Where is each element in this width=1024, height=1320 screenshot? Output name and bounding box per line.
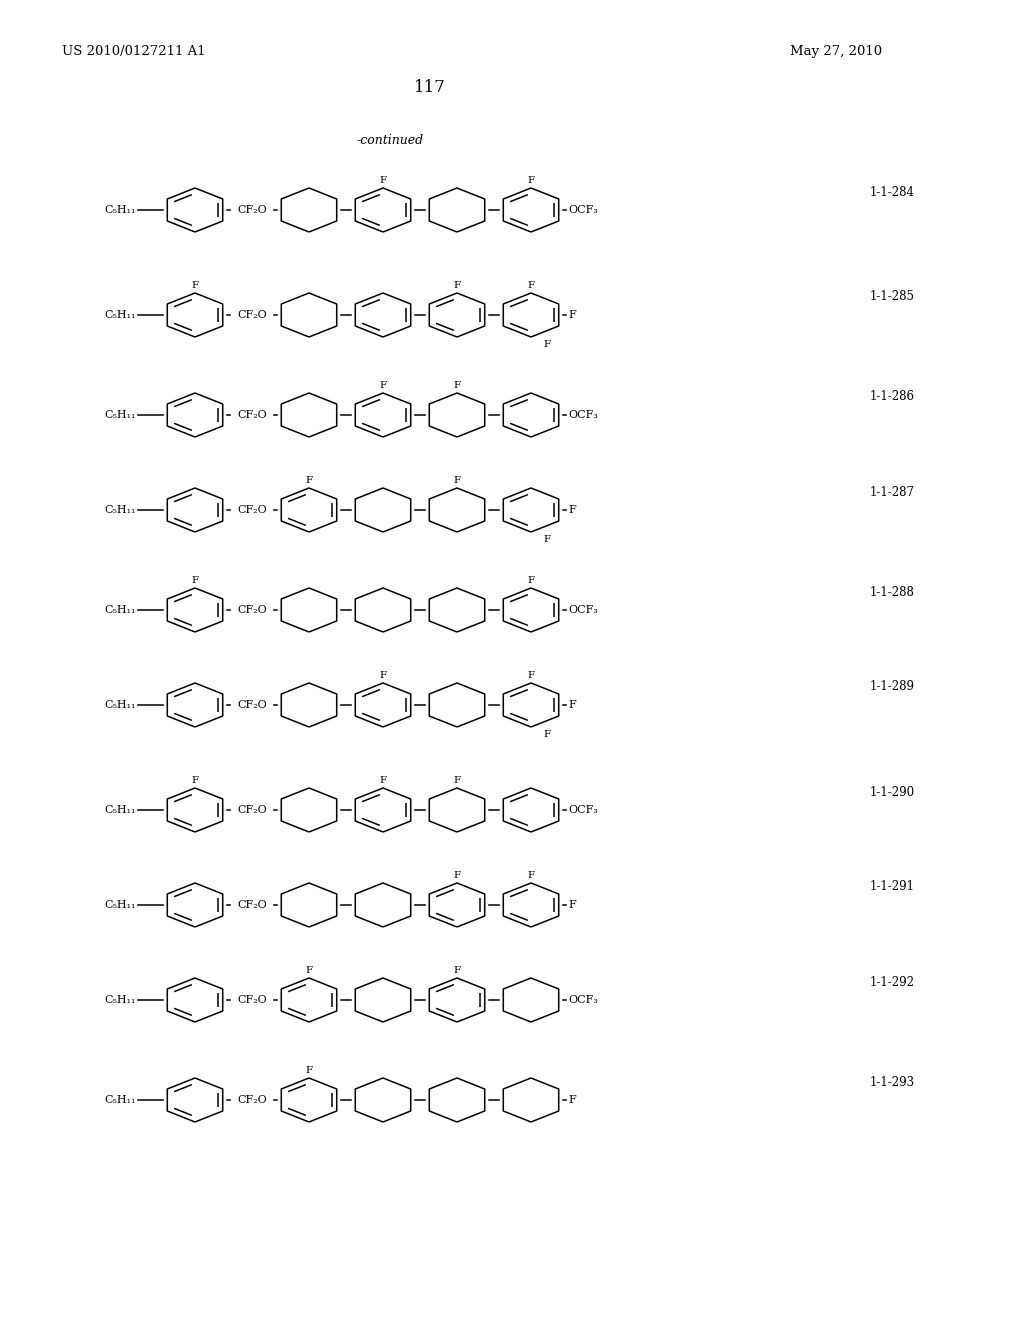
Text: CF₂O: CF₂O (238, 205, 267, 215)
Text: F: F (454, 776, 461, 785)
Text: F: F (527, 176, 535, 185)
Text: 1-1-290: 1-1-290 (870, 785, 915, 799)
Text: F: F (191, 576, 199, 585)
Text: F: F (527, 281, 535, 290)
Text: F: F (454, 381, 461, 389)
Text: 1-1-284: 1-1-284 (870, 186, 915, 198)
Text: CF₂O: CF₂O (238, 700, 267, 710)
Text: CF₂O: CF₂O (238, 411, 267, 420)
Text: F: F (568, 900, 575, 909)
Text: F: F (568, 1096, 575, 1105)
Text: 1-1-291: 1-1-291 (870, 880, 915, 894)
Text: F: F (568, 700, 575, 710)
Text: F: F (380, 776, 387, 785)
Text: OCF₃: OCF₃ (568, 411, 598, 420)
Text: CF₂O: CF₂O (238, 605, 267, 615)
Text: 117: 117 (414, 79, 445, 96)
Text: F: F (380, 671, 387, 680)
Text: CF₂O: CF₂O (238, 995, 267, 1005)
Text: C₅H₁₁: C₅H₁₁ (104, 700, 136, 710)
Text: 1-1-293: 1-1-293 (870, 1076, 915, 1089)
Text: C₅H₁₁: C₅H₁₁ (104, 805, 136, 814)
Text: C₅H₁₁: C₅H₁₁ (104, 900, 136, 909)
Text: OCF₃: OCF₃ (568, 805, 598, 814)
Text: F: F (191, 776, 199, 785)
Text: 1-1-292: 1-1-292 (870, 975, 915, 989)
Text: F: F (527, 576, 535, 585)
Text: F: F (544, 341, 551, 348)
Text: F: F (305, 1067, 312, 1074)
Text: F: F (454, 281, 461, 290)
Text: OCF₃: OCF₃ (568, 205, 598, 215)
Text: CF₂O: CF₂O (238, 506, 267, 515)
Text: F: F (454, 871, 461, 880)
Text: C₅H₁₁: C₅H₁₁ (104, 205, 136, 215)
Text: C₅H₁₁: C₅H₁₁ (104, 310, 136, 319)
Text: 1-1-288: 1-1-288 (870, 586, 914, 598)
Text: 1-1-287: 1-1-287 (870, 486, 915, 499)
Text: US 2010/0127211 A1: US 2010/0127211 A1 (62, 45, 206, 58)
Text: F: F (568, 310, 575, 319)
Text: 1-1-285: 1-1-285 (870, 290, 915, 304)
Text: 1-1-289: 1-1-289 (870, 681, 915, 693)
Text: CF₂O: CF₂O (238, 310, 267, 319)
Text: F: F (380, 381, 387, 389)
Text: F: F (305, 477, 312, 484)
Text: C₅H₁₁: C₅H₁₁ (104, 411, 136, 420)
Text: CF₂O: CF₂O (238, 900, 267, 909)
Text: -continued: -continued (356, 133, 424, 147)
Text: F: F (454, 477, 461, 484)
Text: F: F (191, 281, 199, 290)
Text: May 27, 2010: May 27, 2010 (790, 45, 882, 58)
Text: F: F (527, 871, 535, 880)
Text: F: F (305, 966, 312, 975)
Text: C₅H₁₁: C₅H₁₁ (104, 1096, 136, 1105)
Text: 1-1-286: 1-1-286 (870, 391, 915, 404)
Text: OCF₃: OCF₃ (568, 995, 598, 1005)
Text: F: F (380, 176, 387, 185)
Text: CF₂O: CF₂O (238, 805, 267, 814)
Text: OCF₃: OCF₃ (568, 605, 598, 615)
Text: F: F (544, 535, 551, 544)
Text: F: F (568, 506, 575, 515)
Text: F: F (544, 730, 551, 739)
Text: C₅H₁₁: C₅H₁₁ (104, 995, 136, 1005)
Text: C₅H₁₁: C₅H₁₁ (104, 605, 136, 615)
Text: C₅H₁₁: C₅H₁₁ (104, 506, 136, 515)
Text: CF₂O: CF₂O (238, 1096, 267, 1105)
Text: F: F (454, 966, 461, 975)
Text: F: F (527, 671, 535, 680)
